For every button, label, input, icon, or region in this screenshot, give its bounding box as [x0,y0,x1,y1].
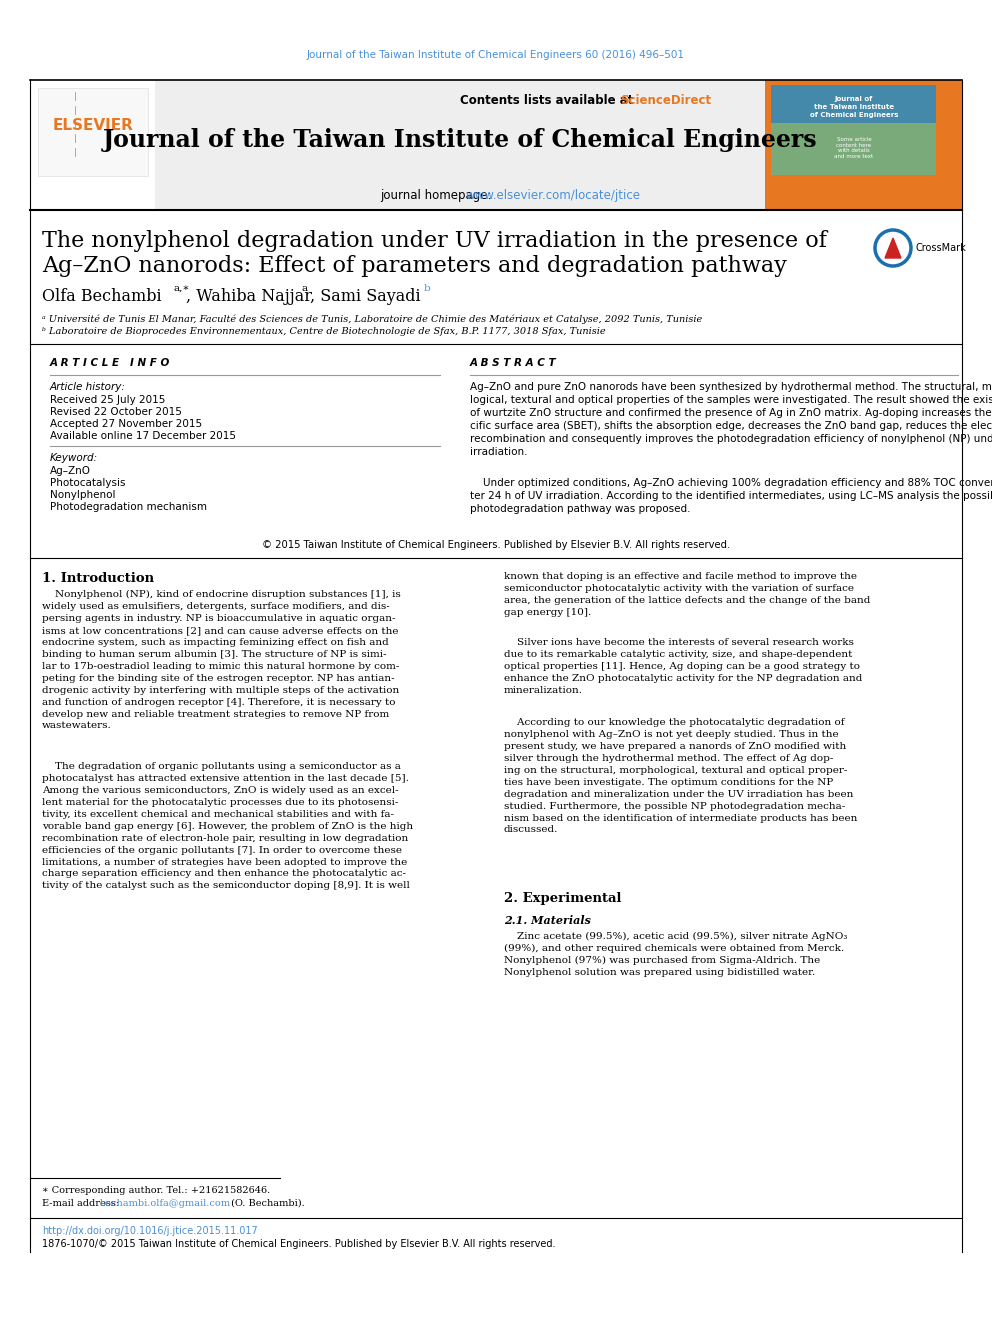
Text: 1. Introduction: 1. Introduction [42,572,154,585]
Text: Journal of the Taiwan Institute of Chemical Engineers: Journal of the Taiwan Institute of Chemi… [103,128,817,152]
Text: According to our knowledge the photocatalytic degradation of
nonylphenol with Ag: According to our knowledge the photocata… [504,718,857,835]
Text: Nonylphenol: Nonylphenol [50,490,115,500]
Text: Journal of
the Taiwan Institute
of Chemical Engineers: Journal of the Taiwan Institute of Chemi… [809,97,898,118]
Text: Photodegradation mechanism: Photodegradation mechanism [50,501,207,512]
Bar [771,85,936,123]
Text: 1876-1070/© 2015 Taiwan Institute of Chemical Engineers. Published by Elsevier B: 1876-1070/© 2015 Taiwan Institute of Che… [42,1240,556,1249]
Text: A R T I C L E   I N F O: A R T I C L E I N F O [50,359,171,368]
Text: www.elsevier.com/locate/jtice: www.elsevier.com/locate/jtice [466,189,641,202]
Text: Some article
content here
with details
and more text: Some article content here with details a… [834,136,874,159]
Text: Accepted 27 November 2015: Accepted 27 November 2015 [50,419,202,429]
Text: ScienceDirect: ScienceDirect [620,94,711,106]
Text: Olfa Bechambi: Olfa Bechambi [42,288,162,306]
Text: The nonylphenol degradation under UV irradiation in the presence of: The nonylphenol degradation under UV irr… [42,230,827,251]
Text: Photocatalysis: Photocatalysis [50,478,126,488]
Text: http://dx.doi.org/10.1016/j.jtice.2015.11.017: http://dx.doi.org/10.1016/j.jtice.2015.1… [42,1226,258,1236]
Text: Zinc acetate (99.5%), acetic acid (99.5%), silver nitrate AgNO₃
(99%), and other: Zinc acetate (99.5%), acetic acid (99.5%… [504,931,847,978]
Text: , Sami Sayadi: , Sami Sayadi [310,288,421,306]
Text: a: a [302,284,309,292]
Text: Received 25 July 2015: Received 25 July 2015 [50,396,166,405]
Text: Keyword:: Keyword: [50,452,98,463]
Polygon shape [885,238,901,258]
Text: , Wahiba Najjar: , Wahiba Najjar [186,288,312,306]
Text: 2.1. Materials: 2.1. Materials [504,916,591,926]
Text: © 2015 Taiwan Institute of Chemical Engineers. Published by Elsevier B.V. All ri: © 2015 Taiwan Institute of Chemical Engi… [262,540,730,550]
Text: journal homepage:: journal homepage: [380,189,495,202]
Text: ELSEVIER: ELSEVIER [53,118,134,132]
Text: ᵃ Université de Tunis El Manar, Faculté des Sciences de Tunis, Laboratoire de Ch: ᵃ Université de Tunis El Manar, Faculté … [42,314,702,324]
Text: Silver ions have become the interests of several research works
due to its remar: Silver ions have become the interests of… [504,638,862,695]
Text: E-mail address:: E-mail address: [42,1199,122,1208]
Text: The degradation of organic pollutants using a semiconductor as a
photocatalyst h: The degradation of organic pollutants us… [42,762,413,890]
Bar [38,89,148,176]
Text: Revised 22 October 2015: Revised 22 October 2015 [50,407,182,417]
Text: bechambi.olfa@gmail.com: bechambi.olfa@gmail.com [100,1199,231,1208]
Text: b: b [424,284,431,292]
Text: Article history:: Article history: [50,382,126,392]
Text: Nonylphenol (NP), kind of endocrine disruption substances [1], is
widely used as: Nonylphenol (NP), kind of endocrine disr… [42,590,401,730]
Text: CrossMark: CrossMark [916,243,967,253]
Text: known that doping is an effective and facile method to improve the
semiconductor: known that doping is an effective and fa… [504,572,870,617]
Text: (O. Bechambi).: (O. Bechambi). [228,1199,305,1208]
Bar [771,85,936,175]
Bar [155,79,765,210]
Text: ∗ Corresponding author. Tel.: +21621582646.: ∗ Corresponding author. Tel.: +216215826… [42,1185,270,1195]
Text: Contents lists available at: Contents lists available at [460,94,638,106]
Text: Ag–ZnO: Ag–ZnO [50,466,91,476]
Bar [765,79,962,210]
Text: A B S T R A C T: A B S T R A C T [470,359,557,368]
Text: Ag–ZnO and pure ZnO nanorods have been synthesized by hydrothermal method. The s: Ag–ZnO and pure ZnO nanorods have been s… [470,382,992,458]
Text: ᵇ Laboratoire de Bioprocedes Environnementaux, Centre de Biotechnologie de Sfax,: ᵇ Laboratoire de Bioprocedes Environneme… [42,327,606,336]
Text: Under optimized conditions, Ag–ZnO achieving 100% degradation efficiency and 88%: Under optimized conditions, Ag–ZnO achie… [470,478,992,515]
Text: 2. Experimental: 2. Experimental [504,892,622,905]
Text: a,∗: a,∗ [174,284,190,292]
Text: Available online 17 December 2015: Available online 17 December 2015 [50,431,236,441]
Text: Journal of the Taiwan Institute of Chemical Engineers 60 (2016) 496–501: Journal of the Taiwan Institute of Chemi… [307,50,685,60]
Bar [30,79,155,210]
Text: Ag–ZnO nanorods: Effect of parameters and degradation pathway: Ag–ZnO nanorods: Effect of parameters an… [42,255,787,277]
